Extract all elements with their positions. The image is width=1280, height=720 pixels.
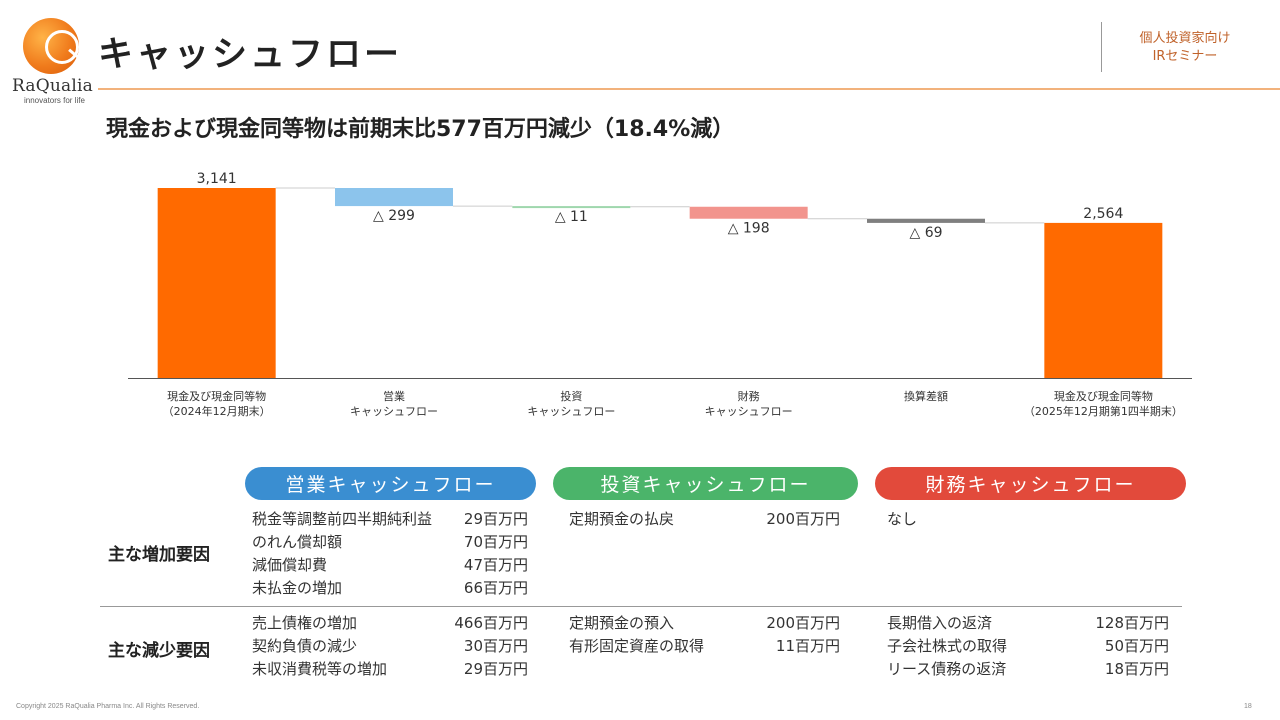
- copyright: Copyright 2025 RaQualia Pharma Inc. All …: [16, 703, 200, 710]
- list-item: 契約負債の減少 30百万円: [252, 635, 528, 658]
- category-label-5-1: （2025年12月期第1四半期末）: [1024, 404, 1183, 418]
- list-item: 未払金の増加 66百万円: [252, 577, 528, 600]
- financing-decrease-list: 長期借入の返済 128百万円 子会社株式の取得 50百万円 リース債務の返済 18百万…: [887, 612, 1169, 681]
- category-label-4-0: 換算差額: [904, 389, 948, 403]
- seminar-label: 個人投資家向け IRセミナー: [1120, 30, 1250, 66]
- operating-increase-list: 税金等調整前四半期純利益 29百万円 のれん償却額 70百万円 減価償却費 47百万円…: [252, 508, 528, 600]
- item-amount: 30百万円: [463, 637, 528, 655]
- item-amount: 11百万円: [775, 637, 840, 655]
- item-name: 子会社株式の取得: [887, 637, 1008, 655]
- item-amount: 29百万円: [463, 510, 528, 528]
- category-label-0-1: （2024年12月期末）: [163, 404, 271, 418]
- item-name: 減価償却費: [252, 556, 328, 574]
- item-name: 未払金の増加: [252, 579, 343, 597]
- increase-factors-label: 主な増加要因: [108, 545, 210, 565]
- investing-increase-list: 定期預金の払戻 200百万円: [569, 508, 840, 531]
- decrease-factors-label: 主な減少要因: [108, 641, 210, 661]
- category-label-2-1: キャッシュフロー: [527, 405, 615, 418]
- bar-1: [335, 188, 453, 207]
- item-name: 未収消費税等の増加: [252, 660, 388, 678]
- list-item: 売上債権の増加 466百万円: [252, 612, 528, 635]
- brand-tagline: innovators for life: [24, 96, 85, 105]
- pill-financing-cf: 財務キャッシュフロー: [875, 467, 1186, 500]
- category-label-0-0: 現金及び現金同等物: [167, 389, 266, 403]
- financing-increase-list: なし: [887, 508, 1169, 531]
- bar-2: [512, 206, 631, 209]
- pill-investing-cf: 投資キャッシュフロー: [553, 467, 858, 500]
- data-label-1: △ 299: [373, 208, 415, 224]
- item-name: リース債務の返済: [887, 660, 1007, 678]
- company-logo: RaQualia innovators for life: [10, 16, 93, 106]
- investing-decrease-list: 定期預金の預入 200百万円 有形固定資産の取得 11百万円: [569, 612, 840, 658]
- item-amount: 70百万円: [463, 533, 528, 551]
- category-label-3-1: キャッシュフロー: [705, 405, 793, 418]
- bar-3: [689, 206, 808, 219]
- list-item: なし: [887, 508, 1169, 531]
- list-item: 未収消費税等の増加 29百万円: [252, 658, 528, 681]
- item-amount: 200百万円: [766, 510, 840, 528]
- category-label-1-1: キャッシュフロー: [350, 405, 438, 418]
- factors-divider: [100, 606, 1182, 607]
- page-number: 18: [1244, 703, 1252, 710]
- headline: 現金および現金同等物は前期末比577百万円減少（18.4%減）: [106, 117, 735, 142]
- item-name: のれん償却額: [252, 533, 343, 551]
- item-amount: 466百万円: [454, 614, 528, 632]
- list-item: 定期預金の払戻 200百万円: [569, 508, 840, 531]
- header-divider: [1101, 22, 1102, 72]
- item-amount: 128百万円: [1095, 614, 1169, 632]
- seminar-line-2: IRセミナー: [1152, 49, 1218, 64]
- list-item: 税金等調整前四半期純利益 29百万円: [252, 508, 528, 531]
- category-label-5-0: 現金及び現金同等物: [1054, 389, 1153, 403]
- item-amount: 50百万円: [1104, 637, 1169, 655]
- list-item: 長期借入の返済 128百万円: [887, 612, 1169, 635]
- item-name: 税金等調整前四半期純利益: [252, 510, 433, 528]
- item-name: 定期預金の預入: [569, 614, 675, 632]
- item-name: 定期預金の払戻: [569, 510, 675, 528]
- list-item: リース債務の返済 18百万円: [887, 658, 1169, 681]
- list-item: 定期預金の預入 200百万円: [569, 612, 840, 635]
- data-label-0: 3,141: [197, 171, 237, 187]
- bar-0: [157, 188, 276, 378]
- operating-decrease-list: 売上債権の増加 466百万円 契約負債の減少 30百万円 未収消費税等の増加 29百万…: [252, 612, 528, 681]
- item-amount: 200百万円: [766, 614, 840, 632]
- data-label-3: △ 198: [728, 221, 770, 237]
- list-item: 子会社株式の取得 50百万円: [887, 635, 1169, 658]
- bar-4: [867, 218, 985, 223]
- item-amount: 18百万円: [1104, 660, 1169, 678]
- category-label-2-0: 投資: [560, 389, 582, 403]
- list-item: のれん償却額 70百万円: [252, 531, 528, 554]
- item-name: なし: [887, 510, 918, 528]
- pill-operating-cf: 営業キャッシュフロー: [245, 467, 536, 500]
- item-name: 長期借入の返済: [887, 614, 993, 632]
- item-amount: 29百万円: [463, 660, 528, 678]
- item-name: 売上債権の増加: [252, 614, 358, 632]
- page-title: キャッシュフロー: [98, 35, 403, 75]
- brand-name: RaQualia: [12, 76, 93, 96]
- item-amount: 47百万円: [463, 556, 528, 574]
- category-label-3-0: 財務: [738, 389, 760, 403]
- item-amount: 66百万円: [463, 579, 528, 597]
- item-name: 有形固定資産の取得: [569, 637, 705, 655]
- bar-5: [1044, 222, 1163, 378]
- logo-mark-icon: [23, 18, 84, 74]
- data-label-2: △ 11: [555, 209, 588, 225]
- list-item: 減価償却費 47百万円: [252, 554, 528, 577]
- category-label-1-0: 営業: [383, 389, 405, 403]
- item-name: 契約負債の減少: [252, 637, 358, 655]
- data-label-4: △ 69: [909, 225, 942, 241]
- data-label-5: 2,564: [1083, 206, 1123, 222]
- seminar-line-1: 個人投資家向け: [1139, 31, 1231, 46]
- header-rule: [98, 88, 1280, 90]
- list-item: 有形固定資産の取得 11百万円: [569, 635, 840, 658]
